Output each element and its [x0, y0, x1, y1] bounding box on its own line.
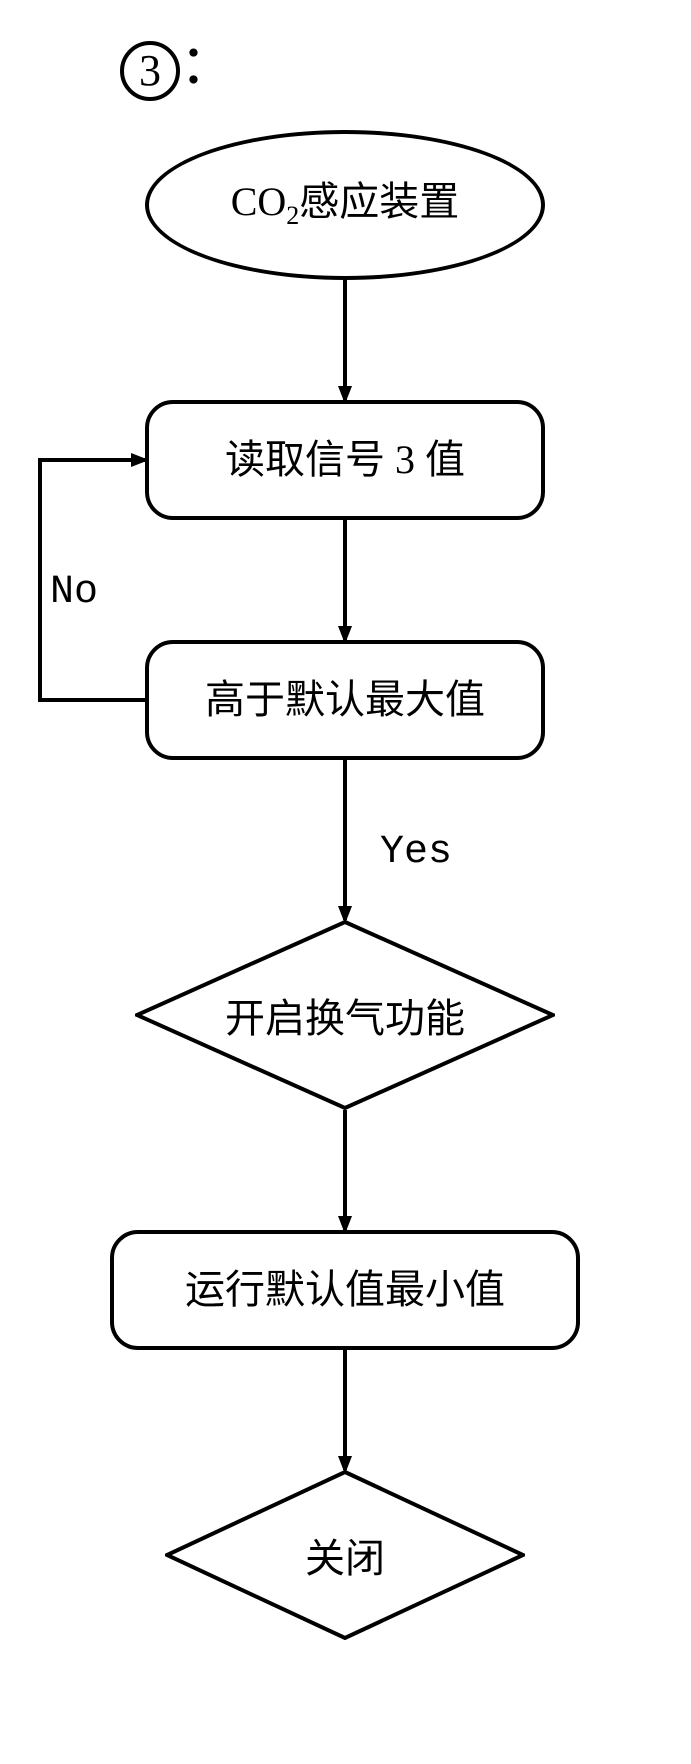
- node-open-ventilation: 开启换气功能: [135, 920, 555, 1110]
- header-colon: ：: [180, 35, 234, 95]
- node-read-signal: 读取信号 3 值: [145, 400, 545, 520]
- node-start: CO2感应装置: [145, 130, 545, 280]
- diamond-open-text: 开启换气功能: [135, 920, 555, 1110]
- flowchart-canvas: 3： CO2感应装置 读取信号 3 值 高于默认最大值 开启换气功能 运行默认值…: [0, 0, 691, 1764]
- edge-label-yes: Yes: [380, 830, 452, 875]
- diamond-close-text: 关闭: [165, 1470, 525, 1640]
- node-run-text: 运行默认值最小值: [185, 1268, 505, 1312]
- edge-label-no: No: [50, 570, 98, 615]
- node-close: 关闭: [165, 1470, 525, 1640]
- node-read-text: 读取信号 3 值: [225, 438, 465, 482]
- node-compare-max: 高于默认最大值: [145, 640, 545, 760]
- node-compare-text: 高于默认最大值: [205, 678, 485, 722]
- diagram-number-label: 3：: [120, 20, 234, 101]
- circled-number: 3: [120, 41, 180, 101]
- node-start-text: CO2感应装置: [231, 180, 460, 231]
- node-run-min: 运行默认值最小值: [110, 1230, 580, 1350]
